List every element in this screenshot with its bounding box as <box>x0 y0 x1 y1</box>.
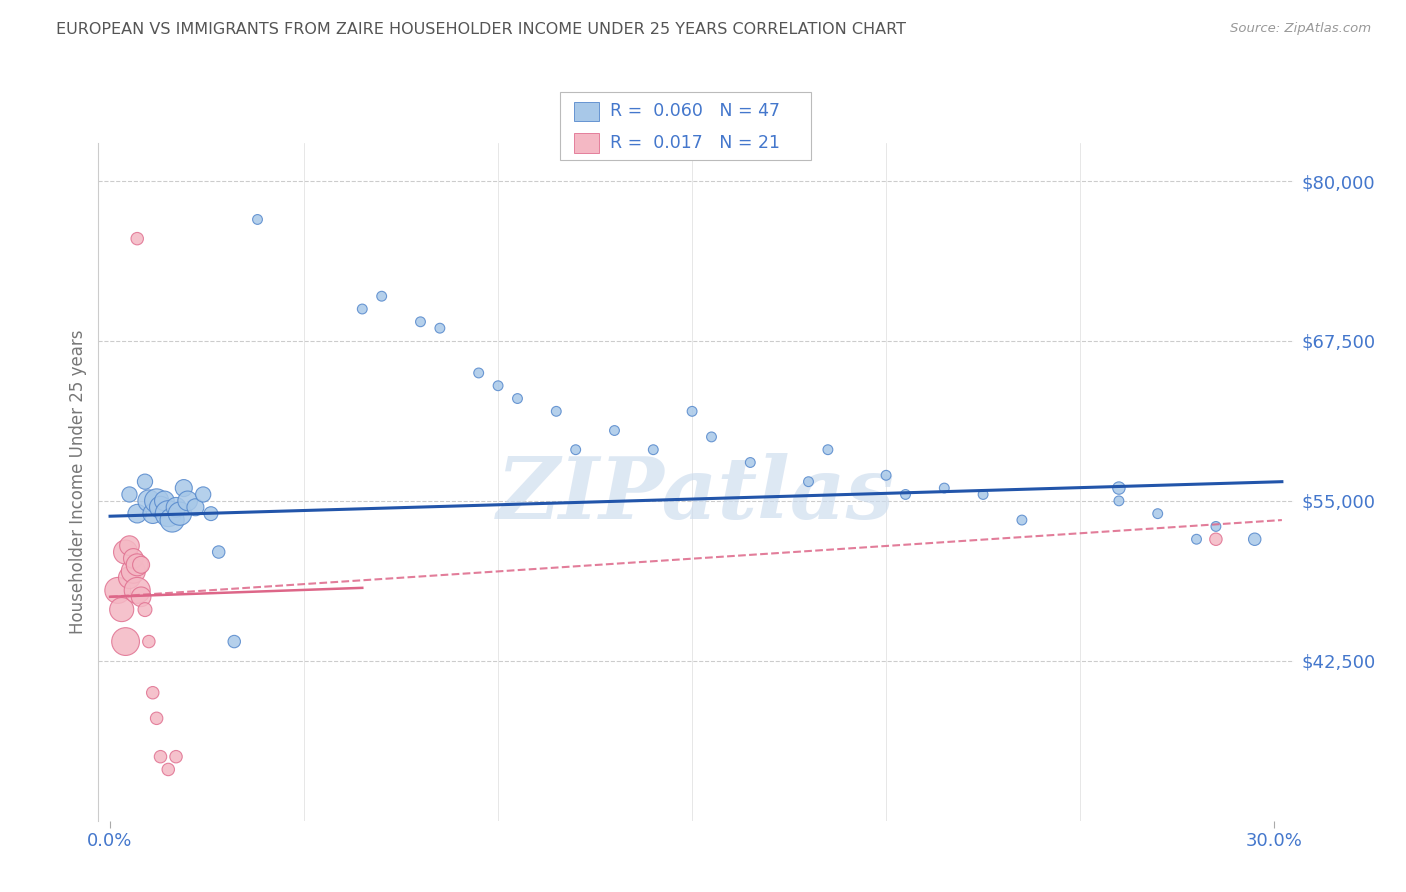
Point <box>894 487 917 501</box>
Point <box>224 634 246 648</box>
Point <box>134 475 156 489</box>
Point <box>127 583 149 598</box>
Point <box>797 475 820 489</box>
Point <box>127 232 149 246</box>
Point <box>145 711 167 725</box>
Point <box>127 507 149 521</box>
Point <box>129 558 152 572</box>
Point <box>1011 513 1033 527</box>
Point <box>1243 533 1265 547</box>
Point <box>138 634 160 648</box>
Point <box>165 749 187 764</box>
Point <box>467 366 489 380</box>
Point <box>173 481 195 495</box>
Point <box>111 602 134 616</box>
Point <box>875 468 897 483</box>
Point <box>149 500 172 515</box>
Point <box>149 749 172 764</box>
Point <box>134 602 156 616</box>
Point <box>118 487 141 501</box>
Point <box>157 507 180 521</box>
Point <box>107 583 129 598</box>
Point <box>138 494 160 508</box>
Point <box>129 590 152 604</box>
Point <box>165 500 187 515</box>
Text: R =  0.060   N = 47: R = 0.060 N = 47 <box>610 103 780 120</box>
Point <box>122 564 145 578</box>
Point <box>160 513 183 527</box>
Point <box>546 404 568 418</box>
Point <box>1185 533 1208 547</box>
Point <box>429 321 451 335</box>
Point <box>409 315 432 329</box>
Point <box>193 487 215 501</box>
Point <box>700 430 723 444</box>
Point <box>352 301 374 316</box>
Point <box>1108 494 1130 508</box>
Point <box>564 442 586 457</box>
Point <box>486 378 509 392</box>
Point <box>1205 533 1227 547</box>
Point <box>184 500 207 515</box>
Point <box>370 289 392 303</box>
Point <box>145 494 167 508</box>
Point <box>169 507 191 521</box>
Point <box>1146 507 1168 521</box>
Point <box>643 442 665 457</box>
Point <box>122 551 145 566</box>
Text: R =  0.017   N = 21: R = 0.017 N = 21 <box>610 134 780 152</box>
Point <box>246 212 269 227</box>
Point <box>157 763 180 777</box>
Y-axis label: Householder Income Under 25 years: Householder Income Under 25 years <box>69 329 87 634</box>
Point <box>200 507 222 521</box>
Legend: Europeans, Immigrants from Zaire: Europeans, Immigrants from Zaire <box>496 887 896 892</box>
Point <box>506 392 529 406</box>
Point <box>972 487 994 501</box>
Point <box>1205 519 1227 533</box>
Point <box>740 455 762 469</box>
Point <box>1108 481 1130 495</box>
Point <box>603 424 626 438</box>
Text: ZIPatlas: ZIPatlas <box>496 453 896 537</box>
Point <box>208 545 231 559</box>
Point <box>176 494 198 508</box>
Point <box>114 634 136 648</box>
Point <box>142 507 165 521</box>
Point <box>153 494 176 508</box>
Point <box>934 481 956 495</box>
Text: EUROPEAN VS IMMIGRANTS FROM ZAIRE HOUSEHOLDER INCOME UNDER 25 YEARS CORRELATION : EUROPEAN VS IMMIGRANTS FROM ZAIRE HOUSEH… <box>56 22 907 37</box>
Point <box>817 442 839 457</box>
Point <box>118 571 141 585</box>
Point <box>127 558 149 572</box>
Point <box>118 539 141 553</box>
Point <box>142 686 165 700</box>
Text: Source: ZipAtlas.com: Source: ZipAtlas.com <box>1230 22 1371 36</box>
Point <box>114 545 136 559</box>
Point <box>681 404 703 418</box>
